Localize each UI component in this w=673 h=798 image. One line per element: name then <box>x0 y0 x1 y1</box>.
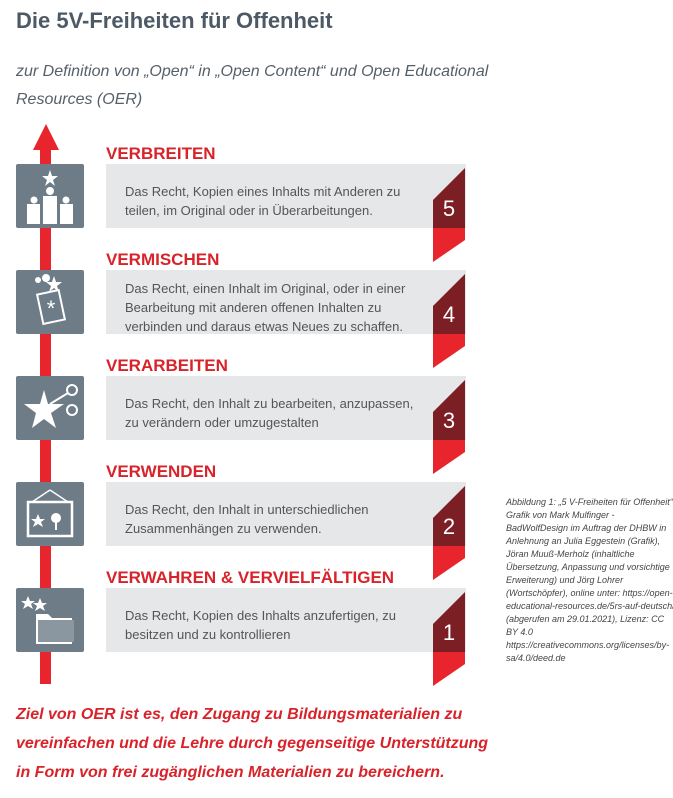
right-description-box <box>106 482 466 546</box>
right-number: 2 <box>442 514 456 539</box>
page-title: Die 5V-Freiheiten für Offenheit <box>16 8 333 33</box>
right-number: 1 <box>442 620 456 645</box>
right-number: 5 <box>442 196 456 221</box>
right-number: 3 <box>442 408 456 433</box>
right-description: Das Recht, den Inhalt zu bearbeiten, anz… <box>125 396 414 430</box>
number-tag-fold <box>433 440 465 474</box>
right-description-box <box>106 164 466 228</box>
right-number: 4 <box>442 302 456 327</box>
number-tag-fold <box>433 652 465 686</box>
right-description: Das Recht, Kopien des Inhalts anzufertig… <box>125 608 396 642</box>
right-heading: VERWAHREN & VERVIELFÄLTIGEN <box>106 568 395 587</box>
figure-caption: Abbildung 1: „5 V-Freiheiten für Offenhe… <box>506 497 673 663</box>
right-description: Das Recht, Kopien eines Inhalts mit Ande… <box>125 184 401 218</box>
picture-frame-icon <box>16 482 84 546</box>
svg-text:*: * <box>47 296 56 321</box>
number-tag-fold <box>433 334 465 368</box>
conclusion: Ziel von OER ist es, den Zugang zu Bildu… <box>16 700 488 787</box>
right-description-box <box>106 376 466 440</box>
right-description: Das Recht, den Inhalt in unterschiedlich… <box>125 502 369 536</box>
right-heading: VERMISCHEN <box>106 250 220 269</box>
number-tag-fold <box>433 228 465 262</box>
right-description-box <box>106 270 466 334</box>
arrow-head-icon <box>33 124 59 150</box>
right-description: Das Recht, einen Inhalt im Original, ode… <box>125 281 406 334</box>
conclusion-line: Ziel von OER ist es, den Zugang zu Bildu… <box>16 706 463 723</box>
people-star-icon <box>16 164 84 228</box>
number-tag-fold <box>433 546 465 580</box>
subtitle: zur Definition von „Open“ in „Open Conte… <box>16 63 489 108</box>
right-description-box <box>106 588 466 652</box>
right-heading: VERWENDEN <box>106 462 217 481</box>
conclusion-line: vereinfachen und die Lehre durch gegense… <box>16 735 489 752</box>
document-mix-icon: * <box>16 270 84 334</box>
right-heading: VERBREITEN <box>106 144 216 163</box>
conclusion-line: in Form von frei zugänglichen Materialie… <box>16 764 445 781</box>
scissors-star-icon <box>16 376 84 440</box>
right-heading: VERARBEITEN <box>106 356 228 375</box>
folder-icon <box>16 588 84 652</box>
